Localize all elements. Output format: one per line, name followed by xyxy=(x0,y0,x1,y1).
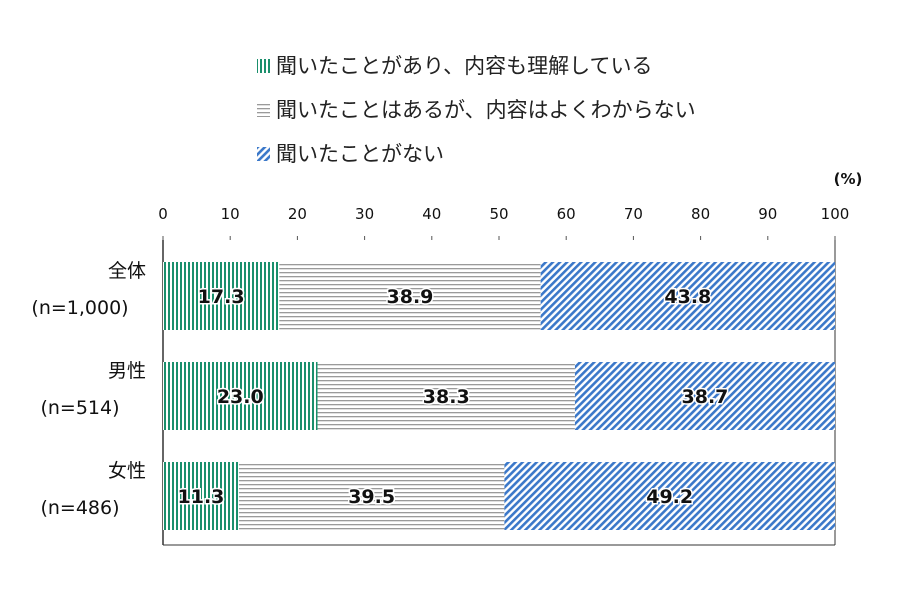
bar-segment xyxy=(574,362,835,430)
bar-segment xyxy=(279,262,541,330)
category-n-label: (n=514) xyxy=(40,397,119,419)
data-label: 23.0 xyxy=(217,386,264,408)
x-tick-label: 30 xyxy=(355,205,374,223)
x-tick-label: 90 xyxy=(758,205,777,223)
legend-label-2: 聞いたことがない xyxy=(276,142,444,166)
bar-segment xyxy=(163,362,318,430)
data-label: 43.8 xyxy=(664,286,711,308)
x-tick-label: 40 xyxy=(422,205,441,223)
x-tick-label: 80 xyxy=(691,205,710,223)
x-tick-label: 0 xyxy=(158,205,168,223)
legend-swatch-0 xyxy=(257,59,270,73)
data-label: 11.3 xyxy=(178,486,225,508)
legend-swatch-2 xyxy=(257,147,270,161)
unit-label: (%) xyxy=(834,170,863,188)
x-axis: 0 10 20 30 40 50 60 70 80 90 100 xyxy=(158,205,850,546)
legend: 聞いたことがあり、内容も理解している聞いたことはあるが、内容はよくわからない聞い… xyxy=(257,54,696,166)
category-n-label: (n=486) xyxy=(40,497,119,519)
data-label: 38.9 xyxy=(387,286,434,308)
data-label: 39.5 xyxy=(348,486,395,508)
category-label: 男性 xyxy=(108,360,146,382)
x-tick-label: 60 xyxy=(557,205,576,223)
x-tick-label: 20 xyxy=(288,205,307,223)
data-label: 49.2 xyxy=(646,486,693,508)
bar-segment xyxy=(504,462,835,530)
data-label: 38.7 xyxy=(682,386,729,408)
category-label: 全体 xyxy=(108,260,146,282)
bar-segment xyxy=(163,462,239,530)
bar-segment xyxy=(163,262,280,330)
bar-segment xyxy=(540,262,835,330)
x-tick-label: 70 xyxy=(624,205,643,223)
x-tick-label: 10 xyxy=(221,205,240,223)
data-label: 17.3 xyxy=(198,286,245,308)
legend-swatch-1 xyxy=(257,103,270,117)
category-n-label: (n=1,000) xyxy=(31,297,128,319)
legend-label-0: 聞いたことがあり、内容も理解している xyxy=(276,54,653,78)
x-tick-label: 100 xyxy=(821,205,850,223)
data-label: 38.3 xyxy=(423,386,470,408)
x-tick-label: 50 xyxy=(489,205,508,223)
legend-label-1: 聞いたことはあるが、内容はよくわからない xyxy=(276,98,696,122)
bar-segment xyxy=(238,462,505,530)
category-label: 女性 xyxy=(108,460,146,482)
bar-segment xyxy=(317,362,575,430)
bars: 全体 (n=1,000) 17.3 38.9 43.8 男性 (n=514) 23.0 38.3… xyxy=(31,260,835,530)
